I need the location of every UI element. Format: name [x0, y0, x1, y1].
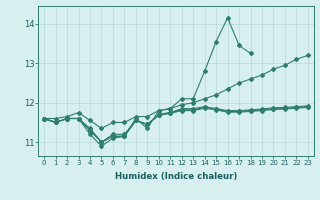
X-axis label: Humidex (Indice chaleur): Humidex (Indice chaleur) — [115, 172, 237, 181]
